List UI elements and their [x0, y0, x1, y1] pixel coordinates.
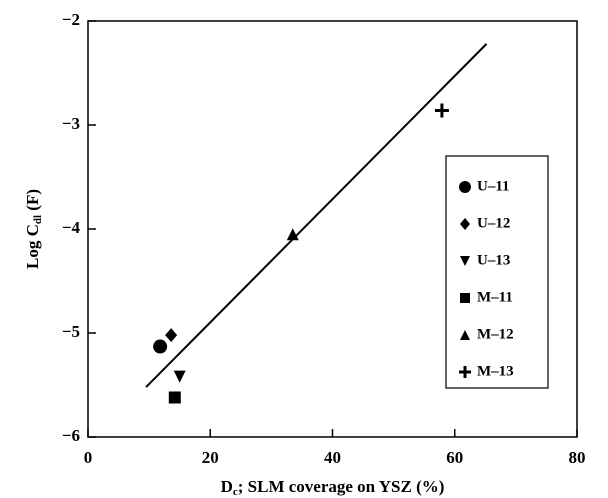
x-tick-label: 60 [446, 448, 463, 467]
y-label-part: (F) [23, 189, 42, 215]
x-tick-label: 20 [202, 448, 219, 467]
marker [165, 328, 178, 343]
y-axis-label: Log Cdl (F) [23, 189, 44, 269]
marker [434, 103, 449, 118]
fit-line [145, 43, 488, 388]
legend-box [445, 155, 549, 389]
legend-label: M–12 [477, 326, 514, 342]
legend-label: U–11 [477, 178, 510, 194]
legend-label: U–12 [477, 215, 510, 231]
legend-marker [460, 256, 470, 266]
x-tick-label: 40 [324, 448, 341, 467]
y-label-part: dl [32, 215, 44, 224]
legend-marker [459, 366, 471, 378]
x-label-part: c [233, 486, 238, 498]
marker [286, 228, 299, 241]
marker [173, 370, 186, 383]
x-label-part: D [221, 477, 233, 496]
marker [153, 339, 168, 354]
y-tick-label: −6 [62, 426, 80, 445]
legend-label: M–13 [477, 363, 514, 379]
legend-label: M–11 [477, 289, 513, 305]
legend-marker [460, 218, 470, 230]
y-label-part: Log C [23, 224, 42, 269]
x-tick-label: 80 [569, 448, 586, 467]
legend-marker [460, 330, 470, 340]
legend-label: U–13 [477, 252, 510, 268]
legend-marker [460, 293, 470, 303]
y-tick-label: −4 [62, 218, 81, 237]
marker [168, 391, 181, 404]
y-tick-label: −3 [62, 114, 80, 133]
x-axis-label: Dc; SLM coverage on YSZ (%) [221, 477, 445, 498]
x-tick-label: 0 [84, 448, 93, 467]
x-label-part: ; SLM coverage on YSZ (%) [238, 477, 445, 496]
y-tick-label: −2 [62, 10, 80, 29]
y-tick-label: −5 [62, 322, 80, 341]
legend-marker [459, 181, 471, 193]
